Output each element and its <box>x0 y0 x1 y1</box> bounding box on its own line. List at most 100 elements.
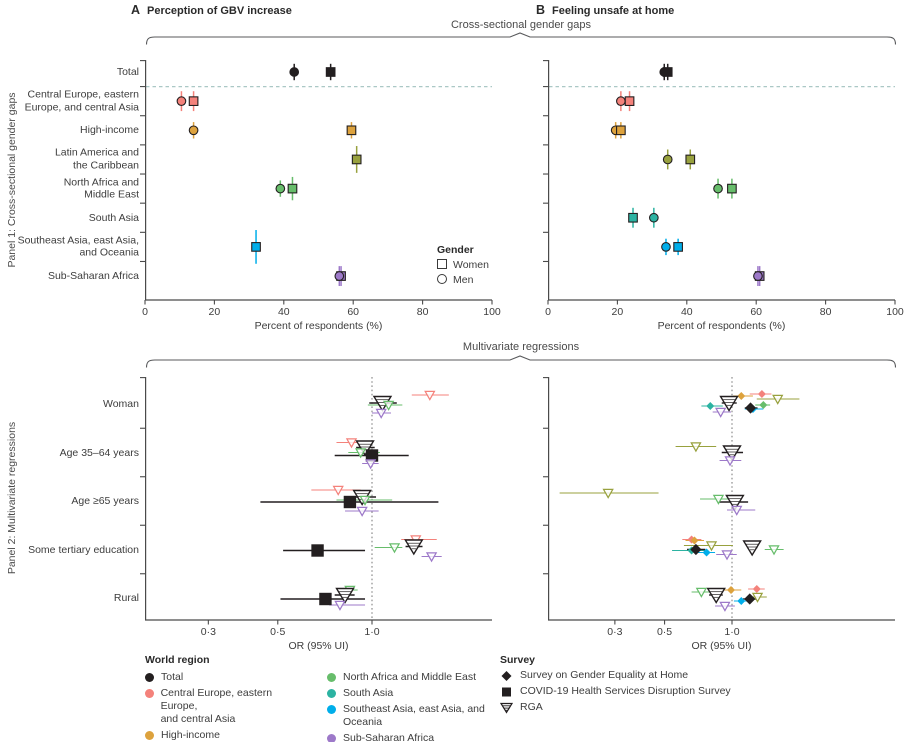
row-label: Some tertiary education <box>28 543 139 556</box>
plot-unsafe-home-gender-gap: 0 20 40 60 80 100 Percent of respondents (%) <box>543 58 904 332</box>
group1-title: Cross-sectional gender gaps <box>450 19 592 31</box>
tri-hatched-icon <box>500 702 513 714</box>
row-label: Southeast Asia, east Asia, and Oceania <box>17 234 139 259</box>
marker-north-africa <box>287 183 298 194</box>
legend-item-central-europe: Central Europe, eastern Europe, and cent… <box>145 687 305 726</box>
region-dot-icon-total <box>145 672 154 682</box>
legend-item-southeast-asia: Southeast Asia, east Asia, and Oceania <box>327 703 487 729</box>
brace-multivariate <box>145 355 897 368</box>
marker-north-africa <box>727 183 737 194</box>
gender-legend-title: Gender <box>437 244 474 256</box>
marker-rga-sub-saharan <box>364 459 377 470</box>
legend-item-south-asia: South Asia <box>327 687 487 700</box>
region-dot-icon-south-asia <box>327 688 336 698</box>
x-tick-label: 80 <box>819 306 832 318</box>
panel-a-letter: A <box>131 3 141 17</box>
marker-rga-latin-america <box>705 541 718 552</box>
legend-item-total: Total <box>145 671 305 684</box>
marker-rga-sub-saharan <box>721 550 733 561</box>
legend-label: COVID-19 Health Services Disruption Surv… <box>520 685 731 697</box>
marker-rga-sub-saharan <box>425 552 438 563</box>
legend-item-survey: COVID-19 Health Services Disruption Surv… <box>500 685 731 698</box>
square-icon <box>500 686 513 698</box>
row-label: Age ≥65 years <box>71 494 139 507</box>
marker-rga-sub-saharan <box>375 408 387 419</box>
marker-rga-sub-saharan <box>731 505 743 516</box>
legend-world-region: World region Total Central Europe, easter… <box>145 654 487 742</box>
marker-gehome-high-income <box>737 392 746 400</box>
x-tick-label: 60 <box>347 306 360 318</box>
marker-central-europe <box>616 96 626 107</box>
x-tick-label: 60 <box>750 306 763 318</box>
legend-label: Total <box>161 671 184 683</box>
marker-covid-survey-total <box>343 495 357 509</box>
panel-b-letter: B <box>536 3 546 17</box>
region-dot-icon-sub-saharan <box>327 733 336 742</box>
row-label: Rural <box>113 591 139 604</box>
row-label: South Asia <box>88 211 139 224</box>
x-tick-label: 100 <box>483 306 501 318</box>
legend-survey: Survey Survey on Gender Equality at Home… <box>500 654 731 714</box>
gender-legend-men: Men <box>437 273 489 288</box>
marker-rga-sub-saharan <box>356 506 368 517</box>
x-axis-label: Percent of respondents (%) <box>657 320 786 332</box>
marker-north-africa <box>713 183 723 194</box>
legend-label: RGA <box>520 701 543 713</box>
brace-cross-sectional <box>145 32 897 45</box>
x-tick-label: 0·3 <box>200 626 216 638</box>
x-tick-label: 40 <box>277 306 290 318</box>
marker-rga-sub-saharan <box>724 456 736 467</box>
marker-rga-sub-saharan <box>719 601 731 612</box>
men-circle-icon <box>437 274 447 284</box>
marker-central-europe <box>188 96 199 106</box>
gender-legend-women-label: Women <box>453 259 489 271</box>
legend-item-survey: Survey on Gender Equality at Home <box>500 669 731 682</box>
marker-latin-america <box>351 154 362 165</box>
marker-rga-sub-saharan <box>334 600 346 611</box>
marker-covid-survey-total <box>311 544 324 557</box>
plot-perception-gbv-regression: 0·3 0·5 1·0 OR (95% UI) Woman Age 35–64 years… <box>28 375 492 652</box>
row-label: Total <box>116 65 139 78</box>
row-label: Central Europe, eastern Europe, and cent… <box>24 88 139 114</box>
gender-legend-men-label: Men <box>453 274 474 286</box>
marker-rga-latin-america <box>602 488 614 499</box>
legend-label: High-income <box>161 729 220 741</box>
marker-rga-central-europe <box>345 438 358 449</box>
plot-perception-gbv-gender-gap: 0 20 40 60 80 100 Percent of respondents (%) To… <box>18 58 501 332</box>
marker-latin-america <box>685 154 696 165</box>
marker-gehome-central-europe <box>757 390 766 398</box>
legend-label: Sub-Saharan Africa <box>343 732 435 742</box>
marker-rga-north-africa <box>695 587 708 598</box>
marker-gehome-north-africa <box>759 401 768 409</box>
x-tick-label: 0 <box>142 306 148 318</box>
marker-rga-north-africa <box>768 545 780 556</box>
marker-rga-latin-america <box>772 394 784 405</box>
marker-rga-central-europe <box>424 390 436 401</box>
marker-total <box>325 67 336 77</box>
region-dot-icon-north-africa <box>327 672 336 682</box>
marker-total <box>659 67 670 77</box>
panel-a-title: Perception of GBV increase <box>147 5 292 17</box>
row-label: North Africa and Middle East <box>63 176 139 201</box>
chart-svg-panelB <box>543 60 896 305</box>
marker-covid-survey-total <box>319 592 332 606</box>
legend-label: South Asia <box>343 687 394 699</box>
row-label: Latin America and the Caribbean <box>54 146 139 172</box>
marker-southeast-asia <box>251 242 261 252</box>
marker-gehome-southeast-asia <box>737 597 746 605</box>
marker-high-income <box>616 125 626 136</box>
diamond-icon <box>500 670 513 682</box>
marker-south-asia <box>628 212 638 223</box>
marker-gehome-south-asia <box>706 402 715 410</box>
x-tick-label: 0·3 <box>607 626 623 638</box>
marker-rga-latin-america <box>751 592 764 603</box>
row-label: High-income <box>80 124 139 137</box>
legend-item-survey: RGA <box>500 701 731 714</box>
legend-label: Survey on Gender Equality at Home <box>520 669 689 681</box>
marker-total <box>289 67 300 77</box>
row-label: Sub-Saharan Africa <box>47 269 139 282</box>
marker-southeast-asia <box>661 242 671 252</box>
marker-rga-latin-america <box>690 442 702 453</box>
x-axis-label: OR (95% UI) <box>288 640 349 652</box>
region-dot-icon-central-europe <box>145 688 154 698</box>
